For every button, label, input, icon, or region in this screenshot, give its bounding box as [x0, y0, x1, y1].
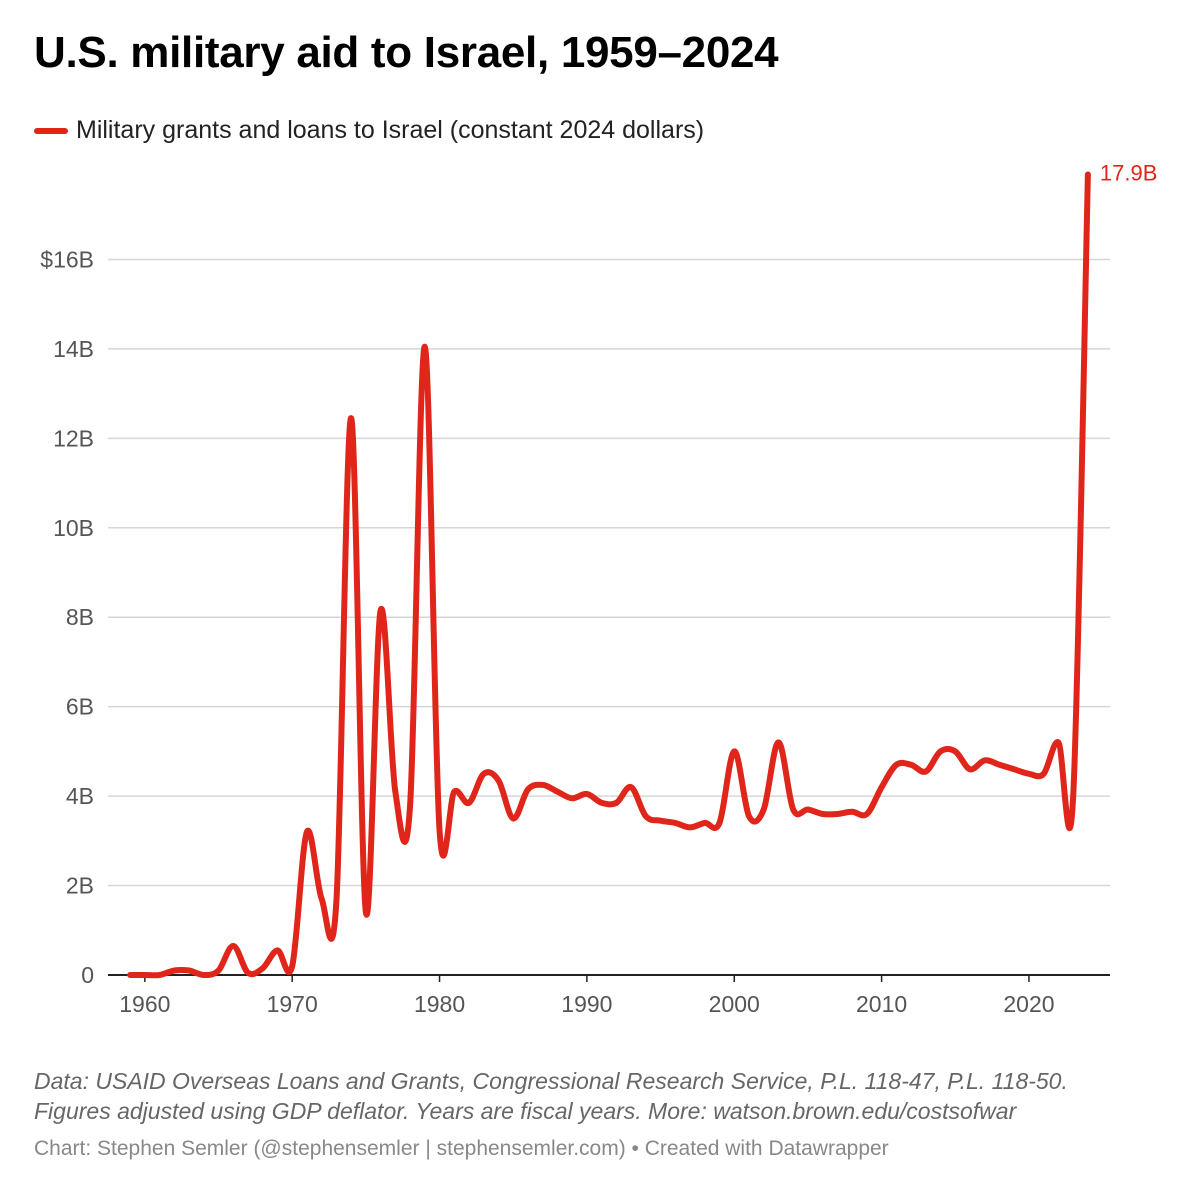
line-chart: 0 2B 4B 6B 8B 10B 12B 14B $16B 1960 1970 1980 1990 2…	[40, 160, 1158, 1017]
x-tick-label: 2020	[1003, 991, 1054, 1017]
x-tick-label: 1980	[414, 991, 465, 1017]
y-tick-label: 12B	[53, 425, 94, 451]
y-tick-label: 6B	[66, 694, 94, 720]
series-line	[127, 171, 1091, 979]
y-tick-label: 4B	[66, 783, 94, 809]
x-tick-label: 1970	[267, 991, 318, 1017]
source-note-line-2: Figures adjusted using GDP deflator. Yea…	[34, 1098, 1017, 1124]
y-tick-label: 10B	[53, 515, 94, 541]
end-value-label: 17.9B	[1100, 160, 1158, 185]
x-axis: 1960 1970 1980 1990 2000 2010 2020	[119, 975, 1055, 1017]
legend-label: Military grants and loans to Israel (con…	[76, 116, 705, 144]
y-tick-label: 2B	[66, 873, 94, 899]
y-tick-label: 8B	[66, 604, 94, 630]
x-tick-label: 2000	[709, 991, 760, 1017]
y-tick-label: 0	[81, 962, 94, 988]
y-axis: 0 2B 4B 6B 8B 10B 12B 14B $16B	[40, 246, 94, 988]
x-tick-label: 2010	[856, 991, 907, 1017]
y-tick-label: $16B	[40, 246, 94, 272]
legend: Military grants and loans to Israel (con…	[34, 116, 704, 145]
gridlines	[108, 258, 1110, 976]
source-notes: Data: USAID Overseas Loans and Grants, C…	[34, 1066, 1174, 1126]
chart-title: U.S. military aid to Israel, 1959–2024	[34, 28, 779, 77]
credit-line: Chart: Stephen Semler (@stephensemler | …	[34, 1137, 889, 1160]
source-note-line-1: Data: USAID Overseas Loans and Grants, C…	[34, 1068, 1068, 1094]
x-tick-label: 1990	[561, 991, 612, 1017]
x-tick-label: 1960	[119, 991, 170, 1017]
legend-swatch	[34, 127, 68, 134]
y-tick-label: 14B	[53, 336, 94, 362]
